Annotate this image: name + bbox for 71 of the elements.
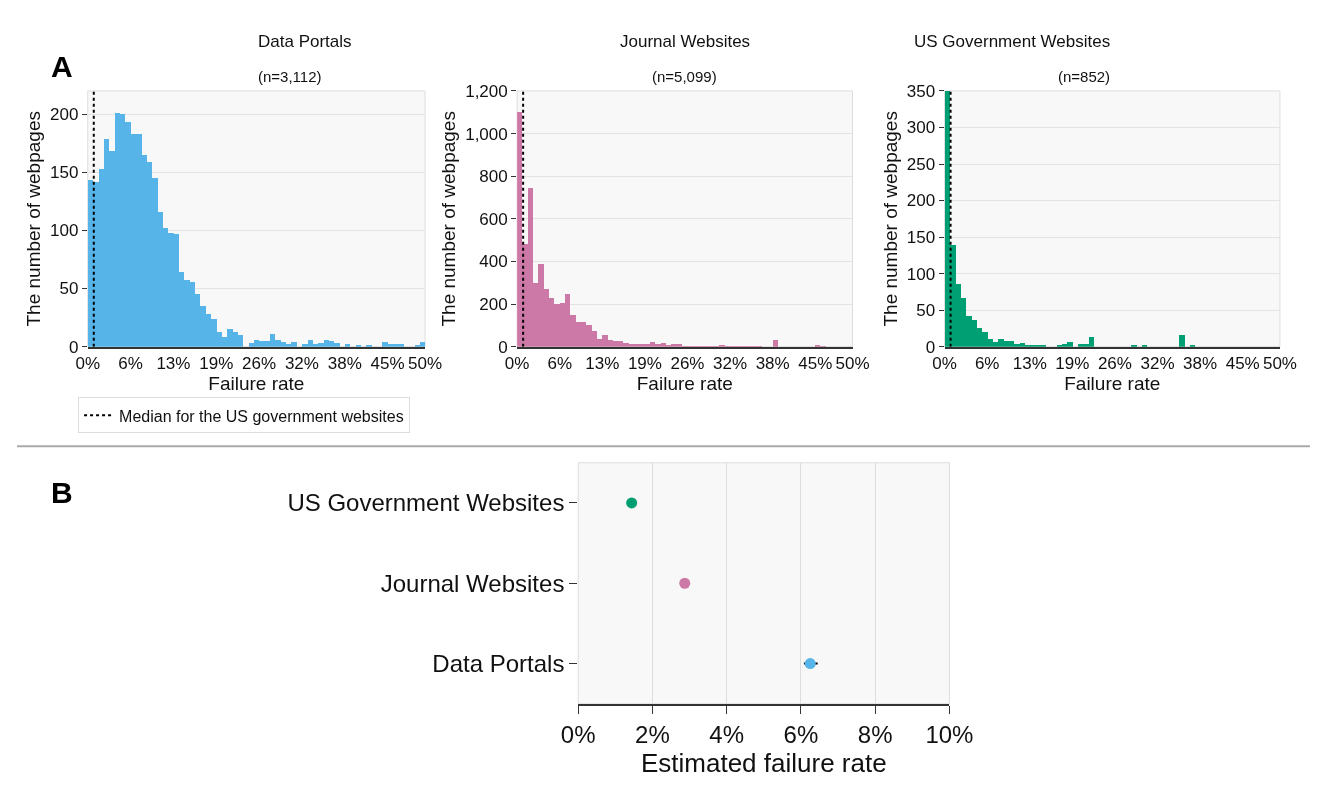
x-tick-label: 2%	[635, 720, 670, 748]
y-tick-label: 400	[479, 252, 508, 272]
x-tick-label: 50%	[835, 354, 870, 374]
x-tick-label: 32%	[284, 354, 319, 374]
y-axis-title: The number of webpages	[22, 111, 44, 327]
x-tick-label: 45%	[798, 354, 833, 374]
x-tick-label: 6%	[783, 720, 819, 748]
y-tick-label: 50	[916, 301, 936, 321]
chart-title: Data Portals	[258, 32, 352, 51]
x-tick-label: 4%	[709, 720, 745, 748]
x-tick-label: 0%	[75, 354, 101, 374]
y-axis-title: The number of webpages	[438, 111, 460, 327]
y-tick-label: US Government Websites	[287, 489, 565, 517]
y-tick-label: Journal Websites	[380, 569, 565, 597]
x-tick-label: 50%	[1262, 354, 1297, 374]
x-axis-title: Failure rate	[1064, 373, 1161, 395]
x-tick-label: 38%	[755, 354, 790, 374]
y-tick-label: 50	[59, 279, 79, 299]
x-axis-title: Failure rate	[208, 373, 305, 395]
legend-label: Median for the US government websites	[119, 407, 404, 425]
x-tick-label: 19%	[1055, 354, 1090, 374]
x-tick-label: 38%	[1183, 354, 1218, 374]
text: A	[51, 50, 73, 83]
x-tick-label: 19%	[199, 354, 234, 374]
y-tick-label: 150	[49, 163, 79, 183]
x-tick-label: 26%	[670, 354, 705, 374]
chart-subtitle: (n=5,099)	[652, 68, 717, 85]
x-tick-label: 6%	[547, 354, 573, 374]
x-tick-label: 10%	[925, 720, 974, 748]
y-tick-label: 0	[925, 337, 936, 357]
x-tick-label: 0%	[932, 354, 957, 374]
x-tick-label: 50%	[408, 354, 443, 374]
x-tick-label: 19%	[627, 354, 662, 374]
x-tick-label: 32%	[713, 354, 748, 374]
x-tick-label: 0%	[504, 354, 530, 374]
y-tick-label: 1,000	[465, 124, 508, 144]
x-tick-label: 13%	[156, 354, 191, 374]
x-tick-label: 0%	[560, 720, 596, 748]
x-tick-label: 13%	[1012, 354, 1047, 374]
x-tick-label: 45%	[370, 354, 405, 374]
y-tick-label: 250	[906, 154, 936, 174]
chart-title: Journal Websites	[620, 32, 751, 51]
x-tick-label: 32%	[1140, 354, 1175, 374]
x-tick-label: 26%	[1097, 354, 1132, 374]
y-tick-label: 200	[49, 105, 79, 125]
text: B	[51, 476, 73, 509]
x-tick-label: 38%	[327, 354, 362, 374]
y-tick-label: 200	[906, 191, 936, 211]
x-axis-title: Estimated failure rate	[640, 747, 887, 778]
x-tick-label: 6%	[118, 354, 143, 374]
y-tick-label: 300	[906, 118, 936, 138]
x-tick-label: 8%	[857, 720, 893, 748]
y-tick-label: 100	[906, 264, 936, 284]
y-axis-title: The number of webpages	[879, 111, 901, 327]
y-tick-label: 150	[906, 228, 936, 248]
y-tick-label: 600	[479, 209, 508, 229]
chart-subtitle: (n=852)	[1058, 68, 1111, 85]
x-axis-title: Failure rate	[636, 373, 733, 395]
x-tick-label: 26%	[242, 354, 277, 374]
x-tick-label: 6%	[974, 354, 1000, 374]
x-tick-label: 45%	[1225, 354, 1260, 374]
y-tick-label: 1,200	[465, 81, 508, 101]
y-tick-label: 350	[906, 81, 936, 101]
y-tick-label: 0	[498, 337, 508, 357]
y-tick-label: 0	[68, 337, 79, 357]
y-tick-label: Data Portals	[432, 650, 565, 677]
x-tick-label: 13%	[585, 354, 620, 374]
y-tick-label: 200	[479, 294, 508, 314]
chart-subtitle: (n=3,112)	[258, 68, 322, 85]
y-tick-label: 100	[49, 221, 79, 241]
y-tick-label: 800	[479, 167, 508, 187]
